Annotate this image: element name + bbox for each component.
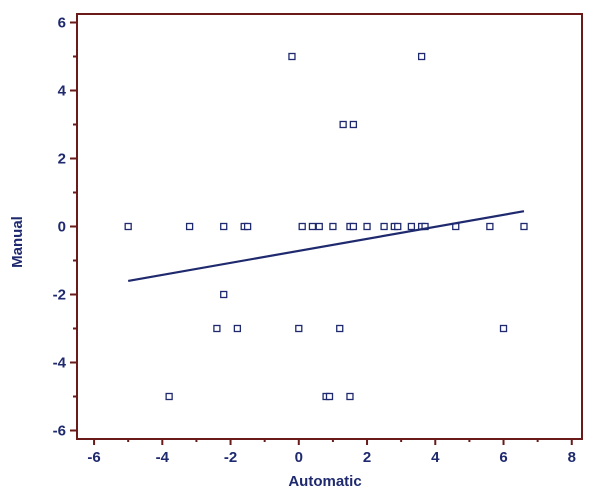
data-point xyxy=(315,222,323,231)
y-tick-label: 6 xyxy=(58,15,66,32)
data-point xyxy=(339,120,347,129)
data-point xyxy=(213,324,221,333)
data-point xyxy=(295,324,303,333)
data-point xyxy=(349,120,358,129)
data-point xyxy=(394,222,402,231)
x-tick-label: 4 xyxy=(431,449,440,466)
regression-line xyxy=(127,210,525,282)
x-axis-title: Automatic xyxy=(288,473,361,490)
x-tick-label: 6 xyxy=(499,449,507,466)
data-point xyxy=(308,222,317,231)
x-tick-label: -4 xyxy=(156,449,170,466)
y-axis-title: Manual xyxy=(9,216,26,268)
data-point xyxy=(336,324,344,333)
y-tick-label: -2 xyxy=(53,287,66,304)
y-tick-label: 0 xyxy=(58,219,66,236)
regression-line-layer xyxy=(127,210,525,282)
data-point xyxy=(417,52,426,61)
data-point xyxy=(220,222,228,231)
data-points xyxy=(124,52,528,401)
y-tick-label: 4 xyxy=(58,83,67,100)
data-point xyxy=(185,222,194,231)
data-point xyxy=(407,222,416,231)
data-point xyxy=(220,290,228,299)
data-point xyxy=(288,52,296,61)
data-point xyxy=(499,324,508,333)
x-axis-ticks: -6 -4 -2 0 2 4 6 8 xyxy=(87,439,576,466)
data-point xyxy=(165,392,173,401)
x-tick-label: 0 xyxy=(295,449,303,466)
x-tick-label: 2 xyxy=(363,449,371,466)
x-tick-label: -2 xyxy=(224,449,237,466)
y-tick-label: -4 xyxy=(53,355,67,372)
data-point xyxy=(486,222,494,231)
data-point xyxy=(363,222,371,231)
data-point xyxy=(380,222,388,231)
data-point xyxy=(298,222,306,231)
data-point xyxy=(124,222,132,231)
data-point xyxy=(325,392,334,401)
y-axis-ticks: -6 -4 -2 0 2 4 6 xyxy=(53,15,77,440)
x-tick-label: -6 xyxy=(87,449,100,466)
data-point xyxy=(520,222,528,231)
data-point xyxy=(346,392,354,401)
data-point xyxy=(329,222,337,231)
y-tick-label: 2 xyxy=(58,151,66,168)
y-tick-label: -6 xyxy=(53,423,66,440)
x-tick-label: 8 xyxy=(568,449,576,466)
data-point xyxy=(233,324,242,333)
data-point xyxy=(349,222,358,231)
data-point xyxy=(243,222,252,231)
